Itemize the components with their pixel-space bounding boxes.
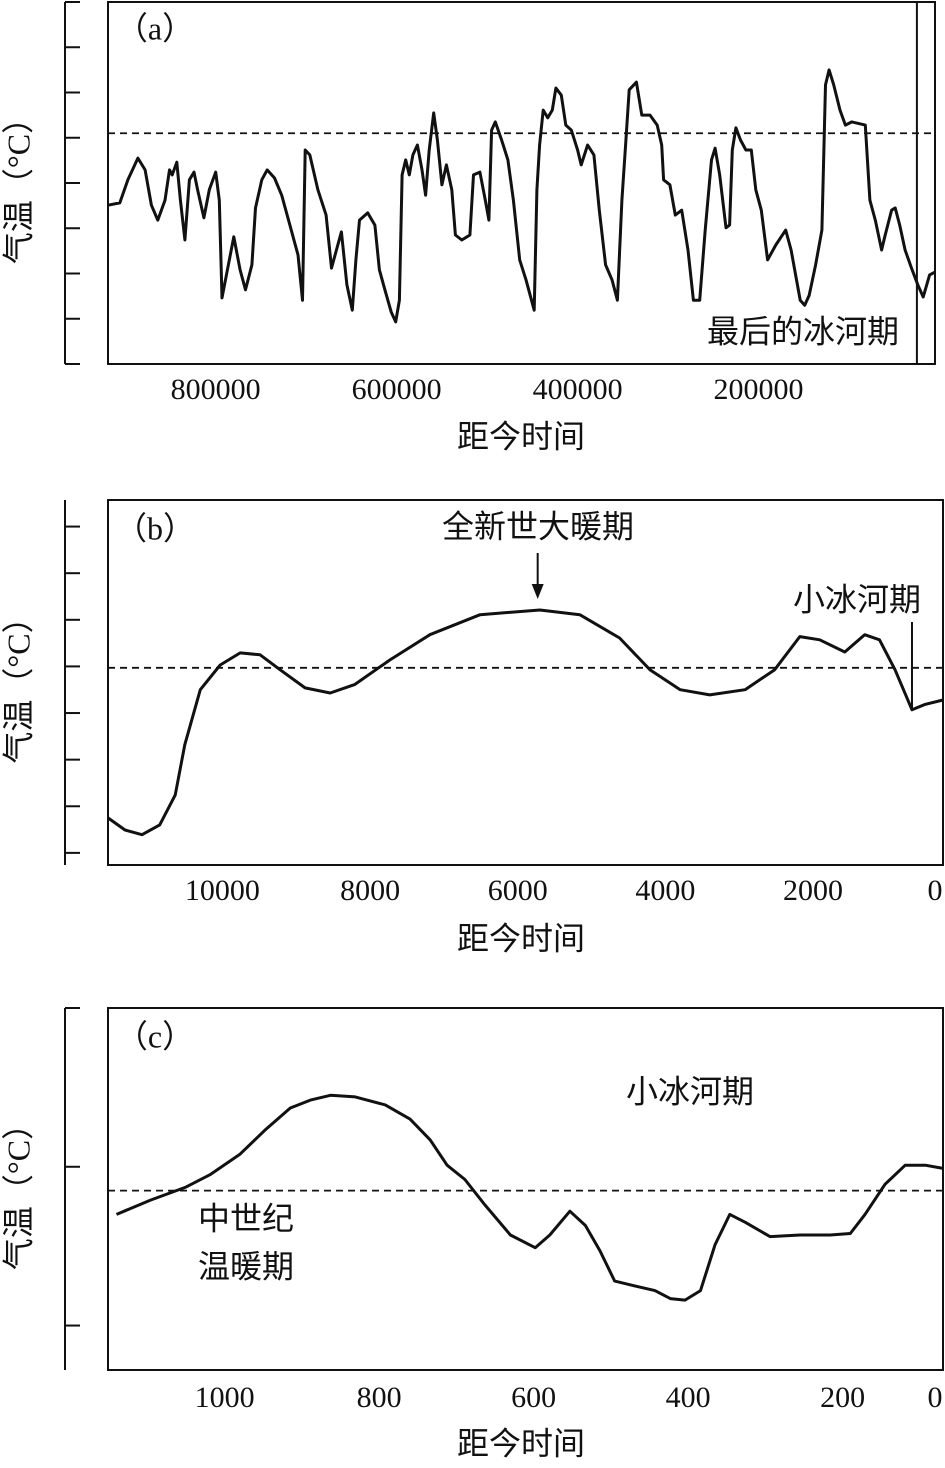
x-axis-label: 距今时间 bbox=[457, 920, 585, 956]
x-tick-label: 200 bbox=[820, 1381, 865, 1414]
x-tick-label: 1000 bbox=[195, 1381, 255, 1414]
panel-label: （a） bbox=[116, 10, 194, 46]
plot-frame bbox=[107, 1, 936, 365]
y-axis-label: 气温（°C） bbox=[0, 102, 36, 264]
x-tick-label: 4000 bbox=[635, 874, 695, 907]
x-tick-label: 2000 bbox=[783, 874, 843, 907]
y-axis-label: 气温（°C） bbox=[0, 1108, 36, 1270]
arrow-head bbox=[531, 584, 544, 599]
panel-label: （c） bbox=[116, 1018, 194, 1054]
temperature-line bbox=[107, 608, 944, 837]
y-axis-label: 气温（°C） bbox=[0, 601, 36, 763]
panel: 10000 8000 6000 4000 2000 0 距今时间 气温（°C） （b） 全新世大暖… bbox=[0, 499, 944, 956]
panel: 800000 600000 400000 200000 距今时间 气温（°C） （a） 最后的… bbox=[0, 1, 936, 454]
annotation: 小冰河期 bbox=[793, 581, 921, 617]
plot-frame bbox=[107, 1007, 944, 1371]
x-tick-label: 0 bbox=[928, 1381, 943, 1414]
x-tick-label: 800000 bbox=[171, 373, 261, 406]
x-tick-label: 600 bbox=[511, 1381, 556, 1414]
temperature-line bbox=[115, 1093, 944, 1302]
x-tick-label: 8000 bbox=[340, 874, 400, 907]
x-tick-label: 10000 bbox=[185, 874, 260, 907]
annotation: 全新世大暖期 bbox=[442, 508, 634, 544]
x-tick-label: 400 bbox=[666, 1381, 711, 1414]
annotation: 小冰河期 bbox=[626, 1073, 754, 1109]
annotation: 温暖期 bbox=[198, 1248, 294, 1284]
x-axis-label: 距今时间 bbox=[457, 1425, 585, 1461]
x-tick-label: 0 bbox=[928, 874, 943, 907]
x-tick-label: 6000 bbox=[488, 874, 548, 907]
plot-frame bbox=[107, 499, 944, 866]
x-tick-label: 200000 bbox=[714, 373, 804, 406]
annotation: 中世纪 bbox=[198, 1200, 294, 1236]
x-tick-label: 800 bbox=[357, 1381, 402, 1414]
x-axis-label: 距今时间 bbox=[457, 418, 585, 454]
x-tick-label: 400000 bbox=[533, 373, 623, 406]
annotation: 最后的冰河期 bbox=[707, 313, 899, 349]
panel-label: （b） bbox=[115, 510, 195, 546]
x-tick-label: 600000 bbox=[352, 373, 442, 406]
temperature-line bbox=[107, 68, 936, 324]
